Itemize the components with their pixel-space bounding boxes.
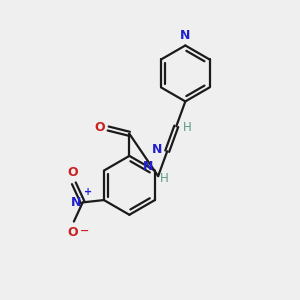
Text: N: N [180,29,190,42]
Text: +: + [84,187,92,197]
Text: N: N [71,196,81,209]
Text: N: N [142,160,153,173]
Text: H: H [183,121,191,134]
Text: O: O [94,121,105,134]
Text: −: − [80,226,89,236]
Text: O: O [67,166,78,179]
Text: H: H [160,172,168,185]
Text: O: O [67,226,78,239]
Text: N: N [152,143,162,156]
